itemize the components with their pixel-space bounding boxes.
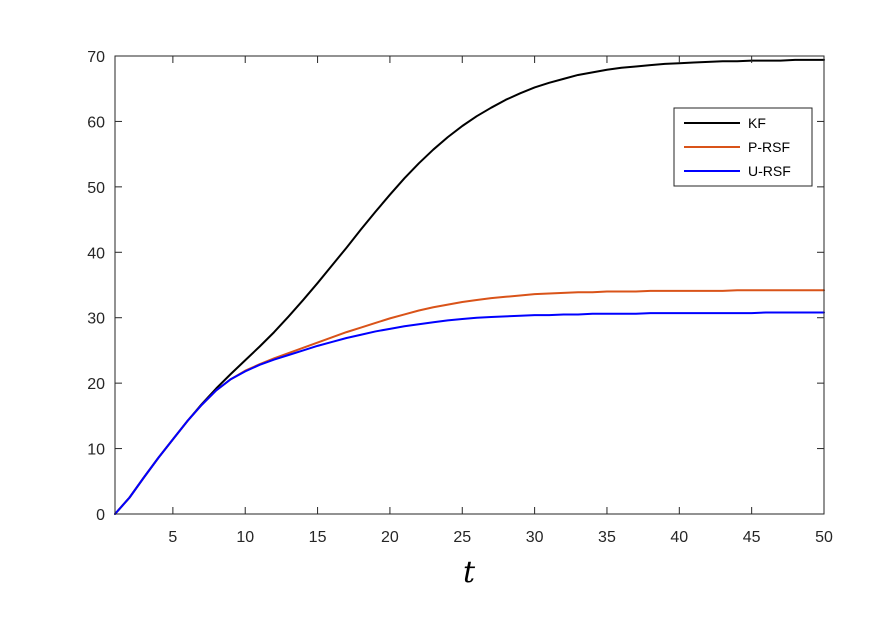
legend-label-2: P-RSF [748,139,790,155]
x-axis-label: t [463,555,476,590]
x-tick-label: 50 [815,529,833,546]
y-tick-label: 70 [87,49,105,66]
x-tick-label: 10 [236,529,254,546]
x-tick-label: 25 [453,529,471,546]
ticks-layer: 5 10 15 20 25 30 35 40 45 50 0 10 20 30 40 50 60 70 [87,49,833,546]
y-tick-label: 20 [87,376,105,393]
plot-border [114,55,825,515]
x-tick-label: 35 [598,529,616,546]
x-tick-label: 40 [670,529,688,546]
x-tick-label: 5 [168,529,177,546]
y-tick-label: 0 [96,507,105,524]
series-layer [114,58,825,515]
legend-label-3: U-RSF [748,163,791,179]
y-tick-label: 40 [87,245,105,262]
x-tick-label: 15 [309,529,327,546]
y-tick-label: 10 [87,442,105,459]
legend: KF P-RSF U-RSF [673,107,813,187]
x-tick-label: 20 [381,529,399,546]
y-tick-label: 30 [87,311,105,328]
y-tick-label: 60 [87,114,105,131]
x-tick-label: 45 [743,529,761,546]
legend-label-1: KF [748,115,766,131]
series-line-3 [114,311,825,515]
series-line-1 [114,58,825,515]
y-tick-label: 50 [87,180,105,197]
x-tick-label: 30 [526,529,544,546]
